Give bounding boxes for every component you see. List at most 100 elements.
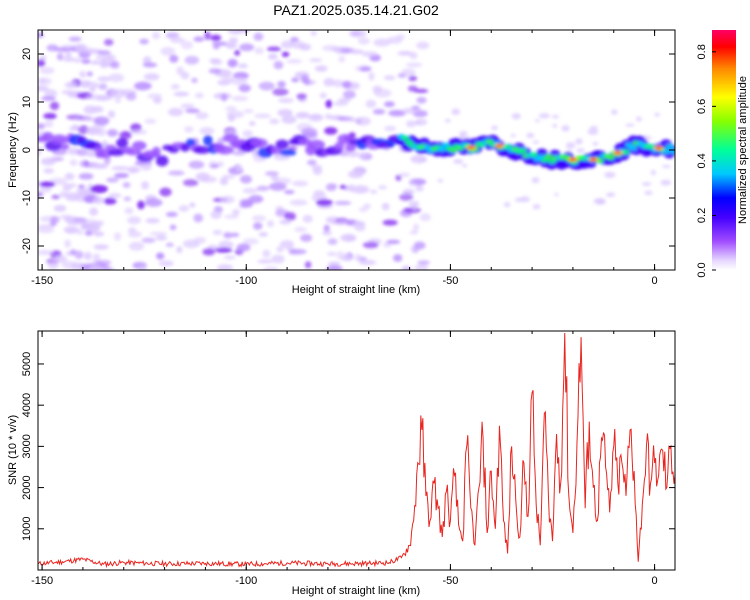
- noise-blob: [227, 114, 236, 122]
- noise-blob: [351, 185, 370, 194]
- ridge-core: [662, 148, 671, 154]
- noise-blob: [384, 125, 397, 132]
- noise-blob: [228, 37, 239, 44]
- noise-blob: [327, 238, 338, 245]
- noise-blob: [238, 84, 251, 93]
- noise-blob: [41, 96, 56, 101]
- noise-blob: [531, 177, 540, 184]
- noise-blob: [295, 111, 310, 119]
- noise-blob: [503, 202, 511, 208]
- noise-blob: [169, 54, 179, 63]
- noise-blob: [381, 202, 390, 211]
- noise-blob: [401, 68, 416, 77]
- noise-blob: [38, 191, 44, 198]
- noise-blob: [122, 181, 131, 188]
- noise-blob: [43, 168, 55, 174]
- ridge-blob: [334, 141, 345, 151]
- noise-blob: [69, 249, 77, 256]
- noise-blob: [223, 232, 233, 239]
- ridge-blob: [51, 134, 68, 144]
- noise-blob: [358, 259, 377, 266]
- noise-blob: [71, 124, 79, 131]
- noise-blob: [300, 233, 313, 242]
- noise-blob: [351, 82, 361, 90]
- figure-title: PAZ1.2025.035.14.21.G02: [273, 2, 439, 18]
- noise-blob: [84, 230, 93, 236]
- noise-blob: [74, 43, 87, 52]
- noise-blob: [412, 223, 420, 232]
- noise-blob: [217, 137, 225, 146]
- noise-blob: [97, 76, 111, 82]
- noise-blob: [92, 196, 105, 205]
- noise-blob: [199, 127, 215, 135]
- noise-blob: [184, 55, 200, 65]
- noise-blob: [141, 237, 156, 244]
- ridge-blob: [279, 149, 297, 157]
- noise-blob: [635, 116, 642, 122]
- noise-blob: [138, 265, 147, 270]
- noise-blob: [342, 90, 356, 99]
- ridge-peak-center: [496, 144, 502, 147]
- noise-blob: [532, 140, 540, 144]
- noise-blob: [232, 151, 246, 156]
- noise-blob: [419, 212, 431, 222]
- noise-blob: [625, 123, 635, 127]
- noise-blob: [277, 80, 286, 88]
- noise-blob: [243, 108, 254, 114]
- ridge-core: [401, 135, 410, 141]
- noise-blob: [178, 205, 190, 212]
- noise-blob: [239, 43, 255, 52]
- noise-blob: [195, 112, 209, 120]
- noise-blob: [97, 50, 111, 55]
- noise-blob: [44, 89, 58, 98]
- snr-y-tick-label: 4000: [21, 393, 33, 417]
- noise-blob: [575, 138, 583, 145]
- ridge-blob: [216, 145, 234, 155]
- noise-blob: [38, 123, 46, 130]
- noise-blob: [64, 172, 75, 181]
- noise-blob: [221, 174, 236, 180]
- noise-blob: [276, 246, 284, 253]
- noise-blob: [395, 174, 402, 181]
- noise-blob: [277, 109, 293, 117]
- noise-blob: [76, 148, 89, 157]
- noise-blob: [267, 53, 278, 60]
- noise-blob: [323, 78, 335, 87]
- snr-x-tick-label: -50: [442, 575, 458, 587]
- ridge-core: [437, 146, 446, 152]
- noise-blob: [654, 112, 660, 117]
- noise-blob: [332, 79, 344, 88]
- noise-blob: [68, 36, 82, 42]
- noise-blob: [326, 251, 337, 256]
- noise-blob: [193, 36, 205, 42]
- noise-blob: [304, 261, 312, 269]
- noise-blob: [91, 163, 109, 169]
- noise-blob: [292, 180, 309, 187]
- noise-blob: [142, 62, 158, 68]
- ridge-blob: [337, 133, 353, 144]
- noise-blob: [225, 106, 237, 112]
- noise-blob: [210, 59, 223, 66]
- noise-blob: [193, 213, 204, 223]
- noise-blob: [397, 51, 414, 56]
- noise-blob: [416, 41, 430, 50]
- noise-blob: [323, 224, 330, 233]
- noise-blob: [526, 132, 535, 139]
- snr-y-tick-label: 3000: [21, 434, 33, 458]
- noise-blob: [91, 220, 105, 226]
- noise-blob: [83, 105, 97, 115]
- ridge-blob: [60, 143, 70, 150]
- noise-blob: [326, 265, 343, 270]
- noise-blob: [81, 59, 91, 64]
- noise-blob: [217, 264, 234, 270]
- noise-blob: [111, 166, 129, 171]
- noise-blob: [87, 126, 98, 136]
- colorbar-tick-label: 0.0: [696, 262, 708, 277]
- noise-blob: [180, 103, 195, 109]
- noise-blob: [204, 31, 211, 40]
- noise-blob: [232, 209, 240, 216]
- noise-blob: [660, 179, 672, 186]
- noise-blob: [108, 192, 122, 199]
- noise-blob: [289, 199, 308, 206]
